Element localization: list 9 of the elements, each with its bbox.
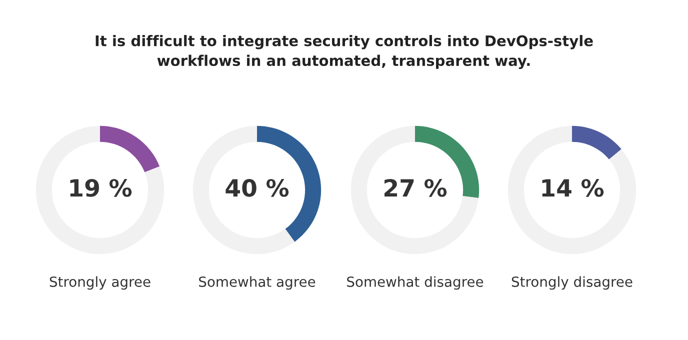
text: Strongly agree [50, 276, 150, 290]
data-label: 40 % [226, 178, 289, 197]
text: Somewhat disagree [347, 276, 484, 290]
data-label: 27 % [384, 178, 447, 197]
text: Somewhat agree [199, 276, 316, 290]
data-label: 19 % [70, 178, 132, 197]
data-label: 14 % [542, 178, 604, 197]
text: Strongly disagree [512, 276, 632, 290]
text: It is difficult to integrate security controls into DevOps-style workflows in an automated, transparent way. [96, 35, 593, 69]
